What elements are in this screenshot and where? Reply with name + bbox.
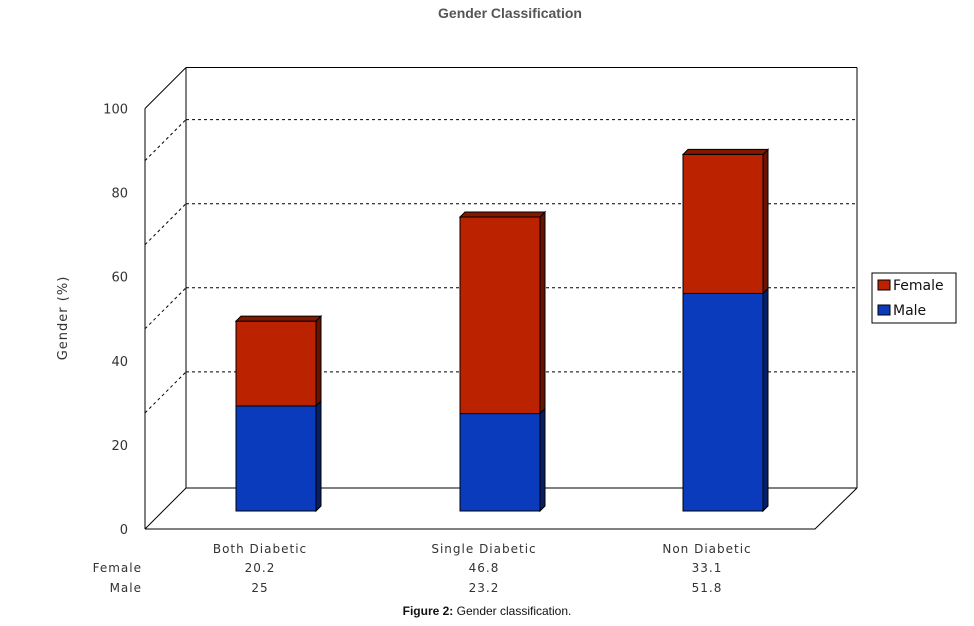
bar-top <box>681 148 770 155</box>
caption-label: Figure 2: <box>402 604 454 618</box>
data-table: Female 20.2 46.8 33.1 Male 25 23.2 51.8 <box>93 561 723 595</box>
category-label: Both Diabetic <box>213 542 307 556</box>
plot-frame <box>144 67 858 530</box>
gridline-side <box>144 119 187 161</box>
gridline-side <box>144 371 187 414</box>
table-cell: 46.8 <box>469 561 500 575</box>
bar-side <box>315 399 322 513</box>
y-tick-label: 0 <box>120 523 128 538</box>
bar-female <box>459 216 541 415</box>
table-row-label: Male <box>110 581 142 595</box>
bar-side <box>539 210 546 415</box>
bar-side <box>315 314 322 408</box>
bar-female <box>235 320 317 407</box>
bar-side <box>762 148 769 295</box>
figure-caption: Figure 2: Gender classification. <box>0 604 974 618</box>
gridline-side <box>144 287 187 330</box>
bar-side <box>539 407 546 513</box>
y-tick-label: 80 <box>111 187 128 202</box>
floor-left-edge <box>144 487 187 530</box>
category-label: Single Diabetic <box>431 542 536 556</box>
side-wall-top <box>144 67 187 109</box>
table-cell: 51.8 <box>692 581 723 595</box>
legend-label-female: Female <box>893 278 944 294</box>
bars <box>234 148 770 513</box>
legend-swatch-female <box>877 279 891 291</box>
y-axis-ticks: 0 20 40 60 80 100 <box>103 103 128 539</box>
legend-label-male: Male <box>893 303 926 319</box>
category-labels: Both Diabetic Single Diabetic Non Diabetic <box>213 542 751 556</box>
bar-side <box>762 287 769 513</box>
table-cell: 23.2 <box>469 581 500 595</box>
y-tick-label: 100 <box>103 103 128 118</box>
chart-title: Gender Classification <box>438 5 582 21</box>
table-cell: 33.1 <box>692 561 723 575</box>
chart: Gender Classification 0 20 40 60 80 100 Gende… <box>56 5 957 595</box>
legend-swatch-male <box>877 304 891 316</box>
floor-front-edge <box>145 487 858 530</box>
legend: Female Male <box>871 272 957 324</box>
table-row-label: Female <box>93 561 142 575</box>
bar-female <box>682 153 764 294</box>
bar-male <box>235 405 317 512</box>
y-tick-label: 40 <box>111 355 128 370</box>
caption-text: Gender classification. <box>453 604 572 618</box>
category-label: Non Diabetic <box>662 542 751 556</box>
bar-top <box>458 211 547 218</box>
y-axis-label: Gender (%) <box>56 276 71 361</box>
bar-top <box>234 315 323 322</box>
y-tick-label: 60 <box>111 271 128 286</box>
bar-male <box>459 413 541 512</box>
y-tick-label: 20 <box>111 439 128 454</box>
bar-male <box>682 292 764 512</box>
table-cell: 20.2 <box>245 561 276 575</box>
table-cell: 25 <box>251 581 268 595</box>
gridline-side <box>144 203 187 246</box>
